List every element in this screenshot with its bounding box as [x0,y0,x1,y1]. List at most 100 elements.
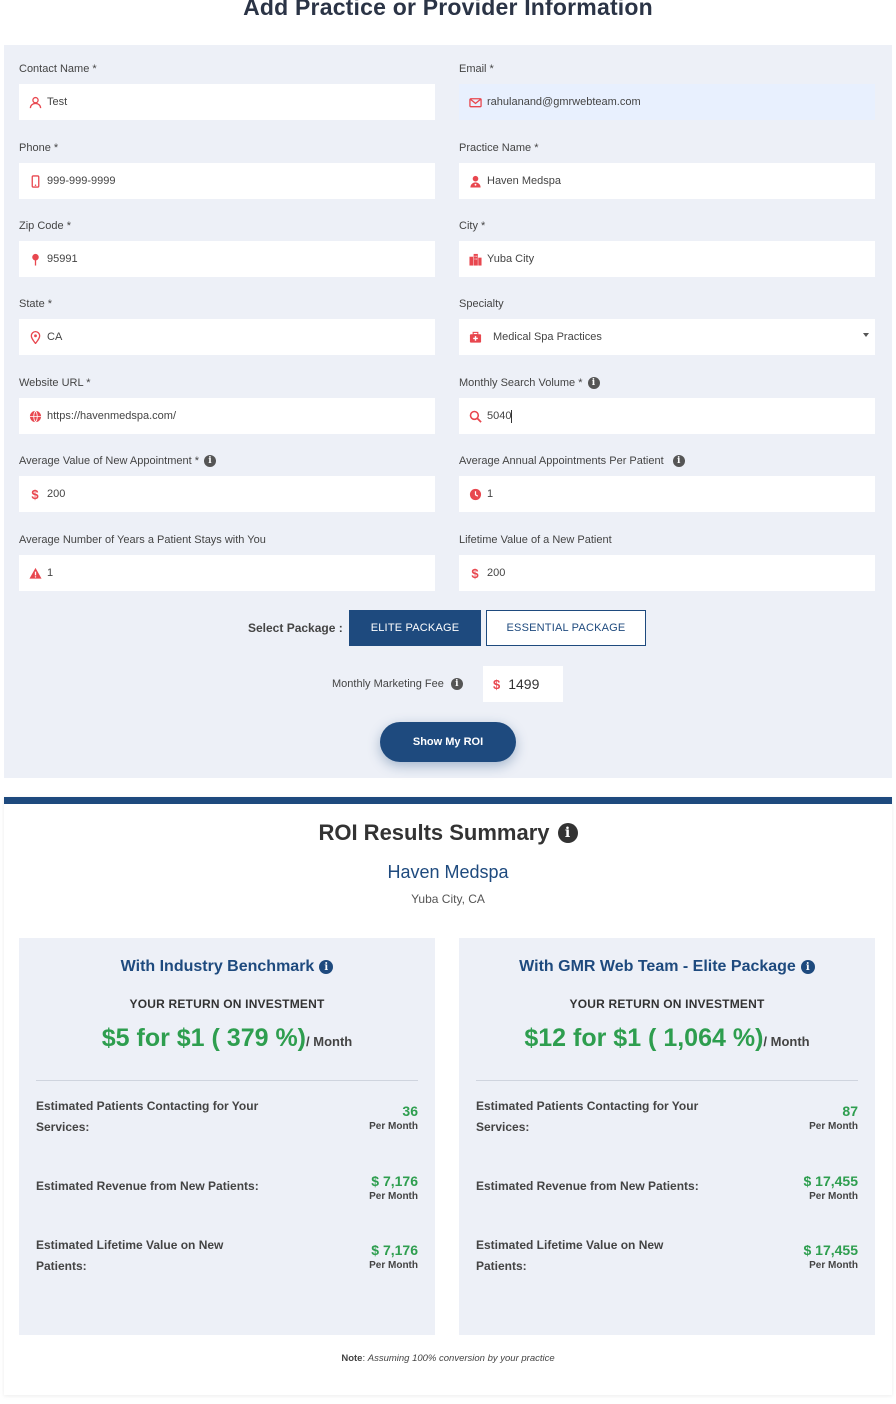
practice-form: Contact Name * Test Email * rahulanand@g… [4,45,892,778]
dollar-icon: $ [471,565,479,581]
phone-input[interactable]: 999-999-9999 [19,163,435,199]
zip-code-input[interactable]: 95991 [19,241,435,277]
stat-unit: Per Month [809,1121,858,1132]
lifetime-value-input[interactable]: $ 200 [459,555,875,591]
stat-unit: Per Month [369,1260,418,1271]
stat-label: Estimated Patients Contacting for Your S… [476,1099,699,1134]
email-label: Email * [459,63,494,75]
stat-value: $ 7,176 Per Month [369,1242,418,1271]
results-title-text: ROI Results Summary [318,820,550,845]
city-group: City * Yuba City [459,218,875,277]
user-icon [28,95,42,109]
practice-name-label: Practice Name * [459,142,539,154]
phone-value: 999-999-9999 [47,175,116,187]
state-value: CA [47,331,63,343]
roi-results: ROI Results Summary i Haven Medspa Yuba … [4,797,892,1395]
elite-package-button[interactable]: ELITE PACKAGE [349,610,481,646]
city-input[interactable]: Yuba City [459,241,875,277]
info-icon[interactable]: i [800,960,815,974]
city-value: Yuba City [487,253,535,265]
contact-name-label: Contact Name * [19,63,97,75]
stat-number: $ 7,176 [371,1173,418,1189]
website-group: Website URL * https://havenmedspa.com/ [19,375,435,434]
essential-package-button[interactable]: ESSENTIAL PACKAGE [486,610,646,646]
dollar-icon: $ [493,676,501,692]
years-stay-value: 1 [47,567,54,579]
doctor-icon [468,174,482,188]
roi-figure: $12 for $1 ( 1,064 %) [524,1024,764,1052]
website-input[interactable]: https://havenmedspa.com/ [19,398,435,434]
marketing-fee-input[interactable]: $ 1499 [483,666,563,702]
website-label: Website URL * [19,377,91,389]
practice-name-value: Haven Medspa [487,175,561,187]
info-icon[interactable]: i [587,377,600,389]
info-icon[interactable]: i [319,960,334,974]
annual-appts-value: 1 [487,488,494,500]
info-icon[interactable]: i [672,455,685,467]
mobile-icon [28,174,42,188]
years-stay-input[interactable]: 1 [19,555,435,591]
zip-code-label: Zip Code * [19,220,71,232]
state-label: State * [19,298,53,310]
stat-value: 87 Per Month [809,1103,858,1132]
contact-name-value: Test [47,96,68,108]
roi-value: $5 for $1 ( 379 %)/ Month [19,1024,435,1053]
note-label: Note [341,1353,363,1364]
clock-icon [468,487,482,501]
elite-package-card: With GMR Web Team - Elite Package i YOUR… [459,938,875,1335]
roi-figure: $5 for $1 ( 379 %) [101,1024,307,1052]
package-label: Select Package : [248,621,343,635]
text-cursor [511,409,513,423]
info-icon[interactable]: i [204,455,216,467]
lifetime-value-value: 200 [487,567,506,579]
stat-value: $ 7,176 Per Month [369,1173,418,1202]
contact-name-input[interactable]: Test [19,84,435,120]
email-field[interactable]: rahulanand@gmrwebteam.com [459,84,875,120]
card-subheading: YOUR RETURN ON INVESTMENT [569,997,765,1011]
stat-label: Estimated Lifetime Value on New Patients… [36,1238,224,1273]
envelope-icon [468,95,482,109]
pin-icon [28,252,42,266]
zip-code-group: Zip Code * 95991 [19,218,435,277]
stat-label: Estimated Lifetime Value on New Patients… [476,1238,664,1273]
avg-value-label-text: Average Value of New Appointment * [19,455,199,467]
stat-unit: Per Month [809,1191,858,1202]
stat-unit: Per Month [809,1260,858,1271]
card-heading: With Industry Benchmark i [19,958,435,976]
location-marker-icon [28,330,42,344]
specialty-select[interactable]: Medical Spa Practices [459,319,875,355]
search-volume-input[interactable]: 5040 [459,398,875,434]
marketing-fee-row: Monthly Marketing Fee i $ 1499 [4,666,892,702]
roi-period: / Month [306,1034,353,1049]
stat-number: 87 [842,1103,858,1119]
avg-value-label: Average Value of New Appointment * i [19,453,435,469]
globe-icon [28,409,42,423]
show-roi-button[interactable]: Show My ROI [380,722,516,762]
stat-value: 36 Per Month [369,1103,418,1132]
practice-name-input[interactable]: Haven Medspa [459,163,875,199]
zip-code-value: 95991 [47,253,78,265]
years-stay-label: Average Number of Years a Patient Stays … [19,534,266,546]
info-icon[interactable]: i [450,678,463,690]
annual-appts-input[interactable]: 1 [459,476,875,512]
practice-name-group: Practice Name * Haven Medspa [459,140,875,199]
email-value: rahulanand@gmrwebteam.com [487,96,641,108]
stat-number: 36 [402,1103,418,1119]
note-text: Assuming 100% conversion by your practic… [367,1353,555,1364]
years-stay-group: Average Number of Years a Patient Stays … [19,532,435,591]
avg-value-input[interactable]: $ 200 [19,476,435,512]
stat-unit: Per Month [369,1191,418,1202]
info-icon[interactable]: i [557,823,578,843]
stat-unit: Per Month [369,1121,418,1132]
search-volume-value: 5040 [487,410,512,422]
page-title: Add Practice or Provider Information [243,0,653,20]
state-input[interactable]: CA [19,319,435,355]
stat-value: $ 17,455 Per Month [804,1242,859,1271]
avg-value-value: 200 [47,488,66,500]
note-separator: : [362,1353,368,1364]
specialty-group: Specialty Medical Spa Practices [459,296,875,355]
chevron-down-icon [863,333,869,337]
annual-appts-group: Average Annual Appointments Per Patient … [459,453,875,512]
annual-appts-label-text: Average Annual Appointments Per Patient [459,455,664,467]
card-heading-text: With Industry Benchmark [120,958,315,975]
